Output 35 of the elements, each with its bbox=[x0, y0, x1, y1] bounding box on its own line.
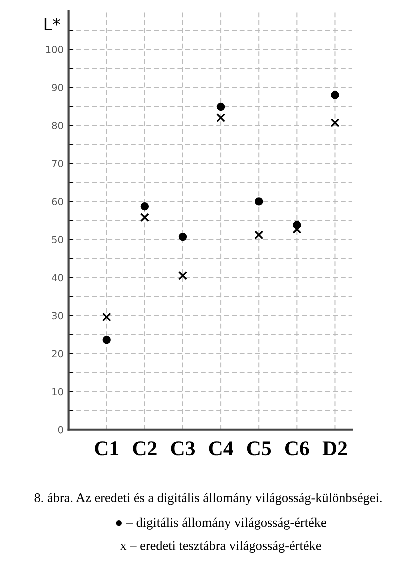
point bbox=[140, 213, 150, 222]
y-tick-label: 40 bbox=[52, 274, 64, 282]
point bbox=[331, 91, 340, 100]
y-tick-label: 10 bbox=[52, 388, 64, 396]
text: ● – digitális állomány világosság-értéke bbox=[116, 518, 326, 530]
y-tick-label: 0 bbox=[58, 426, 64, 434]
text: x – eredeti tesztábra világosság-értéke bbox=[120, 540, 322, 554]
x-tick-label: C3 bbox=[171, 442, 196, 456]
x-tick-label: C6 bbox=[285, 442, 310, 456]
point bbox=[255, 198, 264, 206]
x-tick-label: C1 bbox=[95, 442, 119, 456]
y-tick-label: 100 bbox=[46, 46, 64, 54]
point bbox=[216, 114, 226, 123]
x-tick-label: D2 bbox=[322, 442, 348, 456]
text: 8. ábra. Az eredeti és a digitális állomány világosság-különbségei. bbox=[34, 493, 382, 506]
y-tick-label: 20 bbox=[52, 350, 64, 358]
point bbox=[254, 230, 264, 240]
point bbox=[292, 224, 302, 234]
y-tick-label: 60 bbox=[52, 198, 64, 206]
y-tick-label: 30 bbox=[52, 312, 64, 320]
x-tick-label: C4 bbox=[209, 442, 234, 456]
point bbox=[330, 118, 340, 128]
point bbox=[216, 102, 226, 112]
point bbox=[102, 336, 111, 344]
x-tick-label: C5 bbox=[247, 442, 272, 456]
y-axis-title: L* bbox=[44, 18, 60, 30]
y-tick-label: 70 bbox=[52, 160, 64, 168]
y-tick-label: 50 bbox=[52, 236, 64, 244]
x-tick-label: C2 bbox=[133, 442, 157, 456]
point bbox=[178, 271, 188, 280]
point bbox=[178, 232, 188, 242]
y-tick-label: 80 bbox=[52, 122, 64, 130]
y-tick-label: 90 bbox=[52, 84, 64, 92]
point bbox=[102, 312, 112, 322]
point bbox=[140, 202, 150, 211]
